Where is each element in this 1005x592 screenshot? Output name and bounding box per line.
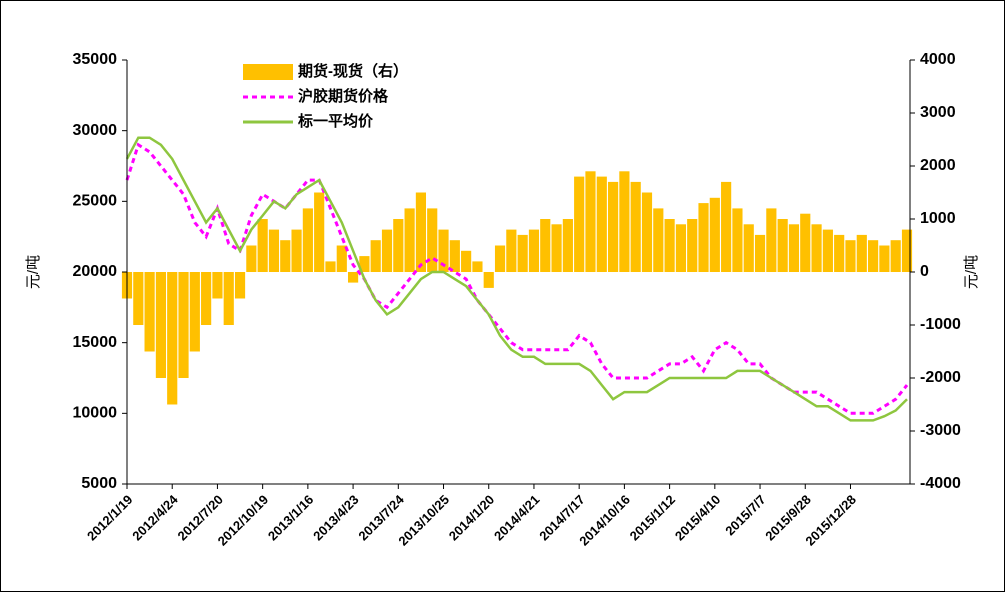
y2-tick-label: -3000 [920,422,961,439]
bar [449,240,460,272]
bar [619,171,630,272]
y-tick-label: 10000 [73,405,118,422]
bar [393,219,404,272]
bar [540,219,551,272]
y2-tick-label: -1000 [920,316,961,333]
bar [528,229,540,272]
bar [698,203,709,272]
y-tick-label: 25000 [73,193,118,210]
y2-tick-label: 3000 [920,104,956,121]
bar [223,272,234,325]
y-axis-label: 元/吨 [25,255,42,289]
bar [155,272,166,378]
bar [879,245,890,272]
bar [280,240,291,272]
bar [268,229,280,272]
bar [438,229,449,272]
bar [494,245,506,272]
bar [822,229,833,272]
bar [415,192,426,272]
line [125,136,908,422]
bar [890,240,901,272]
y2-tick-label: 0 [920,263,929,280]
bar [336,245,347,272]
y-tick-label: 5000 [81,475,117,492]
bar [811,224,822,272]
y2-tick-label: 2000 [920,157,956,174]
bar [788,224,800,272]
bar [370,240,381,272]
bar [291,229,302,272]
bar [743,224,754,272]
bar [167,272,178,405]
bar [404,208,415,272]
bar [517,234,528,272]
bar [246,245,257,272]
y2-tick-label: -4000 [920,475,961,492]
bar [472,261,483,272]
y2-tick-label: 1000 [920,210,956,227]
bar [551,224,562,272]
bar [868,240,879,272]
bar [314,192,325,272]
bar [144,272,155,352]
bar [257,219,268,272]
bar [641,192,653,272]
bar [483,272,494,288]
bar [721,181,732,272]
bar [562,219,573,272]
bar [596,176,607,272]
bar [359,256,370,272]
bar [754,234,766,272]
bar [133,272,144,325]
legend-swatch [243,64,293,80]
bar [348,272,359,283]
bar [709,197,720,272]
y-tick-label: 15000 [73,334,118,351]
bar [687,219,698,272]
bar [506,229,517,272]
bar [574,176,585,272]
legend-label: 期货-现货（右） [298,62,408,80]
legend-label: 沪胶期货价格 [298,87,389,105]
bar [845,240,856,272]
bar [608,181,619,272]
bar [585,171,596,272]
bar [630,181,641,272]
bar [766,208,777,272]
legend-label: 标一平均价 [297,112,374,130]
bar [178,272,189,378]
bar [834,234,845,272]
bar [800,213,811,272]
y-tick-label: 30000 [73,122,118,139]
bar [653,208,664,272]
bar [461,250,472,272]
bar [381,229,393,272]
y2-tick-label: 4000 [920,51,956,68]
bar [901,229,913,272]
bar [675,224,686,272]
y-tick-label: 35000 [73,51,118,68]
y-tick-label: 20000 [73,263,118,280]
bar [189,272,200,352]
bar [427,208,438,272]
bar [777,219,788,272]
bar [302,208,313,272]
y2-axis-label: 元/吨 [963,255,980,289]
bar [325,261,336,272]
y2-tick-label: -2000 [920,369,961,386]
bar [234,272,246,299]
bar [856,234,867,272]
bar [664,219,675,272]
bar [212,272,223,299]
dashed-line [125,142,909,415]
bar [201,272,212,325]
bar [732,208,743,272]
